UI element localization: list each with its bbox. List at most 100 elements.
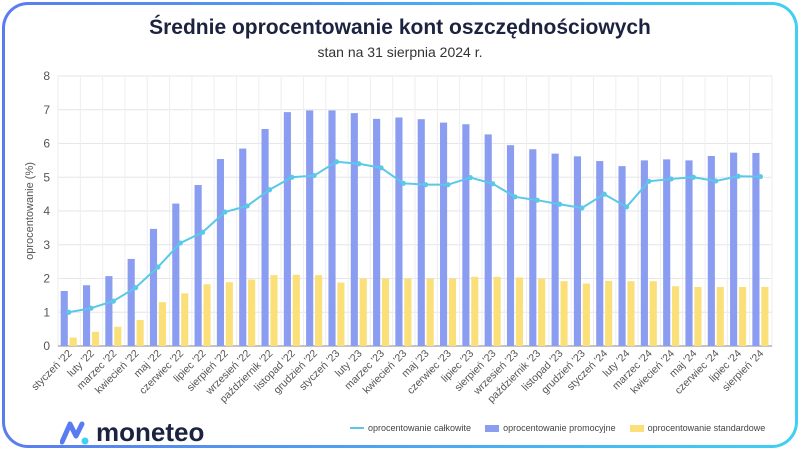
point-calkowite	[713, 178, 719, 184]
bar-promocyjne	[328, 110, 336, 346]
bar-promocyjne	[82, 285, 91, 346]
bar-promocyjne	[127, 258, 135, 346]
bar-standardowe	[582, 283, 590, 346]
bar-standardowe	[448, 278, 457, 346]
point-calkowite	[490, 181, 496, 187]
bar-promocyjne	[172, 203, 180, 346]
legend: oprocentowanie całkowite oprocentowanie …	[350, 423, 765, 433]
bar-promocyjne	[105, 276, 113, 346]
point-calkowite	[690, 174, 697, 180]
point-calkowite	[88, 305, 94, 311]
y-tick-label: 2	[43, 272, 50, 286]
y-tick-label: 1	[43, 305, 50, 319]
moneteo-logo-icon	[60, 421, 89, 444]
bar-standardowe	[761, 286, 769, 346]
point-calkowite	[601, 191, 607, 197]
legend-item-total[interactable]: oprocentowanie całkowite	[350, 423, 471, 433]
bar-standardowe	[337, 282, 345, 346]
point-calkowite	[110, 298, 116, 304]
bar-standardowe	[694, 286, 702, 346]
legend-label: oprocentowanie całkowite	[368, 423, 472, 433]
legend-item-standard[interactable]: oprocentowanie standardowe	[629, 423, 765, 433]
point-calkowite	[177, 240, 183, 246]
bar-standardowe	[493, 276, 501, 346]
bar-promocyjne	[484, 134, 492, 346]
y-tick-label: 0	[43, 339, 50, 353]
bar-promocyjne	[596, 161, 604, 346]
y-tick-label: 3	[43, 238, 50, 252]
y-tick-label: 4	[43, 204, 50, 218]
bar-standardowe	[225, 282, 233, 346]
point-calkowite	[378, 165, 384, 171]
bar-standardowe	[627, 281, 635, 346]
legend-swatch	[485, 424, 500, 432]
bar-standardowe	[91, 331, 100, 346]
bar-standardowe	[359, 278, 367, 346]
bar-promocyjne	[730, 152, 738, 346]
y-tick-label: 8	[43, 69, 50, 83]
point-calkowite	[579, 205, 585, 211]
bar-standardowe	[114, 326, 122, 346]
bar-promocyjne	[60, 290, 68, 346]
point-calkowite	[757, 173, 763, 180]
point-calkowite	[356, 161, 362, 167]
point-calkowite	[646, 178, 652, 184]
bar-promocyjne	[306, 110, 314, 346]
bar-standardowe	[471, 276, 479, 346]
point-calkowite	[311, 172, 317, 179]
point-calkowite	[400, 180, 406, 186]
bar-standardowe	[426, 278, 434, 346]
bar-standardowe	[315, 275, 323, 346]
point-calkowite	[668, 176, 674, 182]
point-calkowite	[222, 209, 228, 215]
chart-subtitle: stan na 31 sierpnia 2024 r.	[317, 44, 483, 60]
bar-standardowe	[292, 274, 300, 346]
chart-title: Średnie oprocentowanie kont oszczędności…	[149, 16, 651, 39]
bar-standardowe	[248, 279, 256, 346]
bar-promocyjne	[373, 118, 381, 346]
bar-promocyjne	[462, 124, 470, 346]
bar-standardowe	[404, 278, 412, 346]
point-calkowite	[289, 174, 295, 180]
point-calkowite	[133, 285, 139, 291]
bar-promocyjne	[283, 112, 291, 346]
bar-promocyjne	[573, 156, 582, 346]
y-axis-label: oprocentowanie (%)	[24, 162, 36, 260]
bar-standardowe	[649, 281, 657, 346]
bar-standardowe	[203, 284, 211, 346]
bar-promocyjne	[663, 159, 671, 346]
bar-promocyjne	[640, 160, 648, 346]
bar-promocyjne	[618, 166, 626, 346]
point-calkowite	[333, 159, 340, 165]
point-calkowite	[623, 204, 630, 210]
bar-promocyjne	[685, 160, 693, 346]
y-tick-label: 5	[43, 170, 50, 184]
legend-swatch	[350, 427, 364, 429]
point-calkowite	[66, 309, 72, 315]
bar-promocyjne	[439, 122, 448, 346]
bar-standardowe	[672, 286, 680, 346]
line-calkowite	[68, 160, 761, 314]
bar-standardowe	[560, 281, 568, 346]
legend-item-promo[interactable]: oprocentowanie promocyjne	[485, 423, 616, 433]
bar-standardowe	[270, 275, 278, 346]
point-calkowite	[735, 173, 741, 179]
point-calkowite	[467, 174, 473, 181]
bar-promocyjne	[261, 128, 269, 346]
bar-standardowe	[738, 286, 747, 346]
bar-standardowe	[69, 337, 77, 346]
point-calkowite	[155, 264, 161, 270]
point-calkowite	[445, 182, 451, 188]
bar-promocyjne	[551, 153, 559, 346]
bar-standardowe	[716, 286, 724, 346]
bar-promocyjne	[417, 119, 425, 346]
bar-promocyjne	[506, 145, 515, 346]
point-calkowite	[244, 203, 250, 209]
legend-swatch	[629, 424, 644, 432]
point-calkowite	[423, 182, 429, 188]
bar-standardowe	[605, 280, 613, 346]
bar-promocyjne	[707, 155, 715, 346]
moneteo-logo: moneteo	[60, 417, 204, 448]
point-calkowite	[266, 187, 273, 193]
